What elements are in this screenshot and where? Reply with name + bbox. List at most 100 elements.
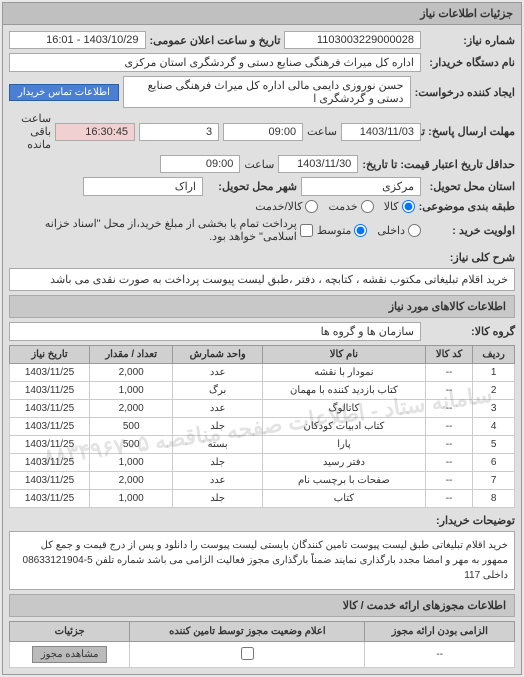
remain-days: 3 [139, 123, 219, 141]
table-row: 8--کتابجلد1,0001403/11/25 [10, 490, 515, 508]
table-cell: 1403/11/25 [10, 364, 90, 382]
table-cell: -- [425, 436, 472, 454]
table-cell: -- [425, 454, 472, 472]
table-cell: برگ [173, 382, 263, 400]
buyer-name-field: اداره کل میراث فرهنگی صنایع دستی و گردشگ… [9, 53, 421, 72]
table-cell: بسته [173, 436, 263, 454]
table-cell: صفحات با برچسب نام [262, 472, 425, 490]
table-cell: عدد [173, 400, 263, 418]
requester-field: حسن نوروزی دایمی مالی اداره کل میراث فره… [123, 76, 411, 108]
payment-checkbox[interactable] [300, 224, 313, 237]
table-cell: -- [425, 400, 472, 418]
table-cell: کتاب [262, 490, 425, 508]
priority-label: اولویت خرید : [425, 224, 515, 237]
table-cell: 4 [473, 418, 515, 436]
license-table: الزامی بودن ارائه مجوزاعلام وضعیت مجوز ت… [9, 621, 515, 668]
license-status-cell [130, 642, 365, 668]
license-mandatory-cell: -- [365, 642, 515, 668]
delivery-city: اراک [83, 177, 203, 196]
table-cell: -- [425, 418, 472, 436]
desc-text: خرید اقلام تبلیغاتی طبق لیست پیوست تامین… [9, 531, 515, 590]
need-title-field: خرید اقلام تبلیغاتی مکتوب نقشه ، کتابچه … [9, 268, 515, 291]
table-cell: 5 [473, 436, 515, 454]
deadline-send-label: مهلت ارسال پاسخ: تا تاریخ: [425, 125, 515, 138]
delivery-province-label: استان محل تحویل: [425, 180, 515, 193]
view-license-button[interactable]: مشاهده مجوز [32, 646, 108, 663]
remain-label: ساعت باقی مانده [9, 112, 51, 151]
payment-note-check[interactable]: پرداخت تمام یا بخشی از مبلغ خرید،از محل … [9, 217, 313, 243]
table-row: 2--کتاب بازدید کننده با مهمانبرگ1,000140… [10, 382, 515, 400]
table-cell: 1403/11/25 [10, 436, 90, 454]
table-row: 7--صفحات با برچسب نامعدد2,0001403/11/25 [10, 472, 515, 490]
table-cell: نمودار با نقشه [262, 364, 425, 382]
table-cell: جلد [173, 454, 263, 472]
need-title-label: شرح کلی نیاز: [425, 251, 515, 264]
unit-label: طبقه بندی موضوعی: [419, 200, 515, 213]
group-label: گروه کالا: [425, 325, 515, 338]
table-cell: 2,000 [90, 472, 173, 490]
table-cell: 2,000 [90, 400, 173, 418]
radio-goods-service-input[interactable] [305, 200, 318, 213]
table-cell: 6 [473, 454, 515, 472]
table-header: جزئیات [10, 622, 130, 642]
need-number-field: 1103003229000028 [284, 31, 421, 49]
group-field: سازمان ها و گروه ها [9, 322, 421, 341]
table-cell: 1403/11/25 [10, 400, 90, 418]
need-number-label: شماره نیاز: [425, 34, 515, 47]
table-cell: 1403/11/25 [10, 472, 90, 490]
table-cell: 3 [473, 400, 515, 418]
radio-goods-input[interactable] [402, 200, 415, 213]
requester-label: ایجاد کننده درخواست: [415, 86, 515, 99]
contact-buyer-button[interactable]: اطلاعات تماس خریدار [9, 84, 119, 101]
table-cell: 1403/11/25 [10, 382, 90, 400]
table-cell: 500 [90, 418, 173, 436]
table-cell: پارا [262, 436, 425, 454]
time-label-1: ساعت [307, 125, 337, 138]
validity-time: 09:00 [160, 155, 240, 173]
table-cell: جلد [173, 490, 263, 508]
validity-label: حداقل تاریخ اعتبار قیمت: تا تاریخ: [362, 158, 515, 171]
delivery-city-label: شهر محل تحویل: [207, 180, 297, 193]
validity-date: 1403/11/30 [278, 155, 358, 173]
delivery-province: مرکزی [301, 177, 421, 196]
table-cell: 1,000 [90, 490, 173, 508]
deadline-send-time: 09:00 [223, 123, 303, 141]
radio-medium-input[interactable] [354, 224, 367, 237]
radio-service[interactable]: خدمت [328, 200, 373, 213]
radio-goods-service[interactable]: کالا/خدمت [255, 200, 318, 213]
table-row: 4--کتاب ادبیات کودکانجلد5001403/11/25 [10, 418, 515, 436]
table-cell: 1,000 [90, 382, 173, 400]
table-cell: 500 [90, 436, 173, 454]
table-cell: 8 [473, 490, 515, 508]
license-status-checkbox[interactable] [241, 647, 254, 660]
table-header: تعداد / مقدار [90, 346, 173, 364]
goods-table-wrap: ردیفکد کالانام کالاواحد شمارشتعداد / مقد… [9, 345, 515, 508]
table-row: 3--کاتالوگعدد2,0001403/11/25 [10, 400, 515, 418]
table-header: کد کالا [425, 346, 472, 364]
table-header: نام کالا [262, 346, 425, 364]
table-cell: 7 [473, 472, 515, 490]
radio-medium[interactable]: متوسط [317, 224, 368, 237]
table-cell: -- [425, 472, 472, 490]
table-row: 1--نمودار با نقشهعدد2,0001403/11/25 [10, 364, 515, 382]
radio-goods[interactable]: کالا [384, 200, 415, 213]
table-cell: -- [425, 490, 472, 508]
time-label-2: ساعت [244, 158, 274, 171]
table-cell: 1403/11/25 [10, 490, 90, 508]
announce-field: 1403/10/29 - 16:01 [9, 31, 146, 49]
radio-domestic[interactable]: داخلی [377, 224, 421, 237]
table-cell: کاتالوگ [262, 400, 425, 418]
table-cell: -- [425, 382, 472, 400]
table-cell: -- [425, 364, 472, 382]
table-cell: عدد [173, 472, 263, 490]
announce-label: تاریخ و ساعت اعلان عمومی: [150, 34, 281, 47]
table-row: -- مشاهده مجوز [10, 642, 515, 668]
table-cell: 1403/11/25 [10, 454, 90, 472]
table-header: تاریخ نیاز [10, 346, 90, 364]
radio-service-input[interactable] [361, 200, 374, 213]
license-section-title: اطلاعات مجوزهای ارائه خدمت / کالا [9, 594, 515, 617]
remain-time: 16:30:45 [55, 123, 135, 141]
table-row: 5--پارابسته5001403/11/25 [10, 436, 515, 454]
table-header: واحد شمارش [173, 346, 263, 364]
radio-domestic-input[interactable] [408, 224, 421, 237]
